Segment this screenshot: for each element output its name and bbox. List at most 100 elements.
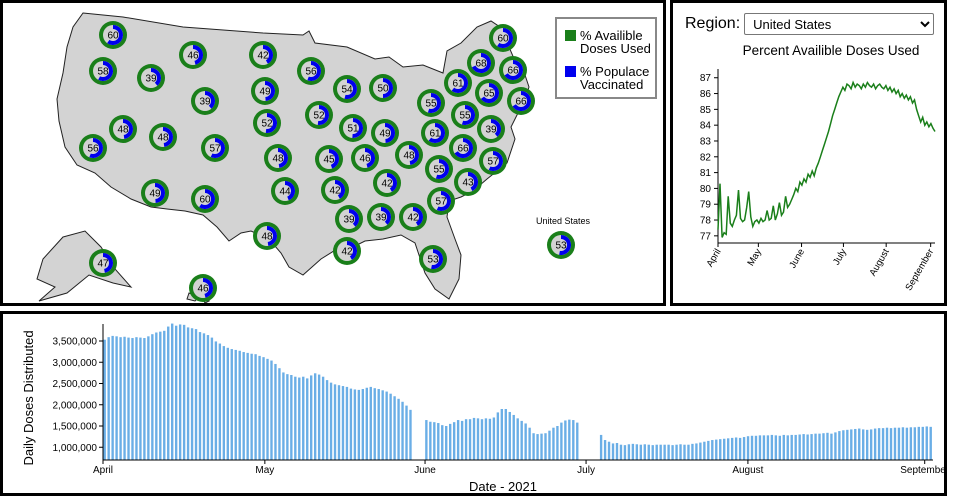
bar [707,440,710,461]
bar [492,417,496,460]
state-ring-49-value: 46 [197,284,209,295]
bar [349,388,353,460]
bar [687,444,690,460]
bar [639,444,642,460]
state-ring-23-center [199,193,211,205]
state-ring-5: 56 [297,57,325,85]
state-ring-34-center [427,253,439,265]
bar [194,329,198,460]
bar [433,422,436,460]
daily-doses-chart: 1,000,000 1,500,000 2,000,000 2,500,000 3,00… [21,323,944,493]
state-ring-40: 66 [507,87,535,115]
bar [607,441,611,460]
state-ring-46-center [487,155,499,167]
vaccination-map-panel: 60 58 39 46 42 56 49 39 54 50 52 52 48 48 56 57 51 49 46 48… [0,0,666,306]
bar [564,420,567,460]
state-ring-25: 42 [321,176,349,204]
bar [917,426,920,460]
bar [770,434,774,460]
line-y-tick-label: 78 [700,216,712,227]
state-ring-38-center [452,77,464,89]
bar [516,418,519,460]
bar [274,363,277,460]
state-ring-8: 54 [333,75,361,103]
state-ring-37-center [507,64,519,76]
state-ring-29-value: 42 [407,213,419,224]
bar [254,354,257,460]
bar [155,332,158,460]
bar [302,376,305,460]
bar [329,382,333,460]
bar [222,346,226,460]
state-ring-21-center [272,152,284,164]
us-ring-center [555,239,567,251]
state-ring-6-center [259,85,271,97]
bar [313,373,317,460]
state-ring-48: 57 [427,187,455,215]
line-y-tick-label: 79 [700,200,712,211]
state-ring-26: 42 [373,169,401,197]
bar [647,444,650,460]
state-ring-3: 46 [179,41,207,69]
bar [846,429,849,460]
state-ring-18: 46 [351,144,379,172]
state-ring-2: 39 [137,64,165,92]
bar [552,427,555,460]
state-ring-12: 48 [109,115,137,143]
state-ring-19-value: 48 [403,151,415,162]
state-ring-37: 66 [499,56,527,84]
bar [437,423,440,460]
bar [643,444,646,460]
state-ring-44: 66 [449,134,477,162]
bar [167,326,170,460]
state-ring-2-center [145,72,157,84]
bar [317,374,321,460]
state-ring-31-center [341,245,353,257]
state-ring-16-center [347,122,359,134]
state-ring-23-value: 60 [199,195,211,206]
bar [111,335,114,460]
state-ring-43-value: 39 [485,125,497,136]
bar [901,427,905,460]
bar [762,435,766,460]
bar [262,357,265,460]
state-ring-20-value: 45 [323,155,335,166]
bar [107,337,110,460]
bar [862,429,865,460]
bar-y-tick-label: 1,000,000 [53,443,98,454]
bar [834,432,837,461]
bar [405,405,408,460]
bar [877,428,881,461]
region-dropdown[interactable]: United States [744,13,935,35]
state-ring-35-value: 60 [497,34,509,45]
bar [742,437,746,460]
state-ring-5-value: 56 [305,67,317,78]
us-ring-value: 53 [555,241,567,252]
bar [325,380,329,460]
bar [766,435,770,460]
line-y-tick-label: 81 [700,168,712,179]
bar [123,336,126,460]
bar [723,438,726,460]
bar [536,434,539,460]
bar [135,337,138,460]
state-ring-21-value: 48 [272,154,284,165]
state-ring-16: 51 [339,114,367,142]
state-ring-43-center [485,123,497,135]
state-ring-45: 55 [425,155,453,183]
bar [504,409,507,460]
state-ring-25-value: 42 [329,186,341,197]
state-ring-14: 56 [79,134,107,162]
us-ring: 53 [547,231,575,259]
bar [115,336,118,460]
bar [345,386,349,460]
legend-swatch-blue [565,66,576,77]
bar-y-tick-label: 2,500,000 [53,379,98,390]
state-ring-35: 60 [489,24,517,52]
bar [480,419,484,460]
bar [139,337,142,460]
line-y-tick-label: 77 [700,231,712,242]
state-ring-33-center [425,97,437,109]
bar [667,444,670,460]
bar [913,427,917,460]
